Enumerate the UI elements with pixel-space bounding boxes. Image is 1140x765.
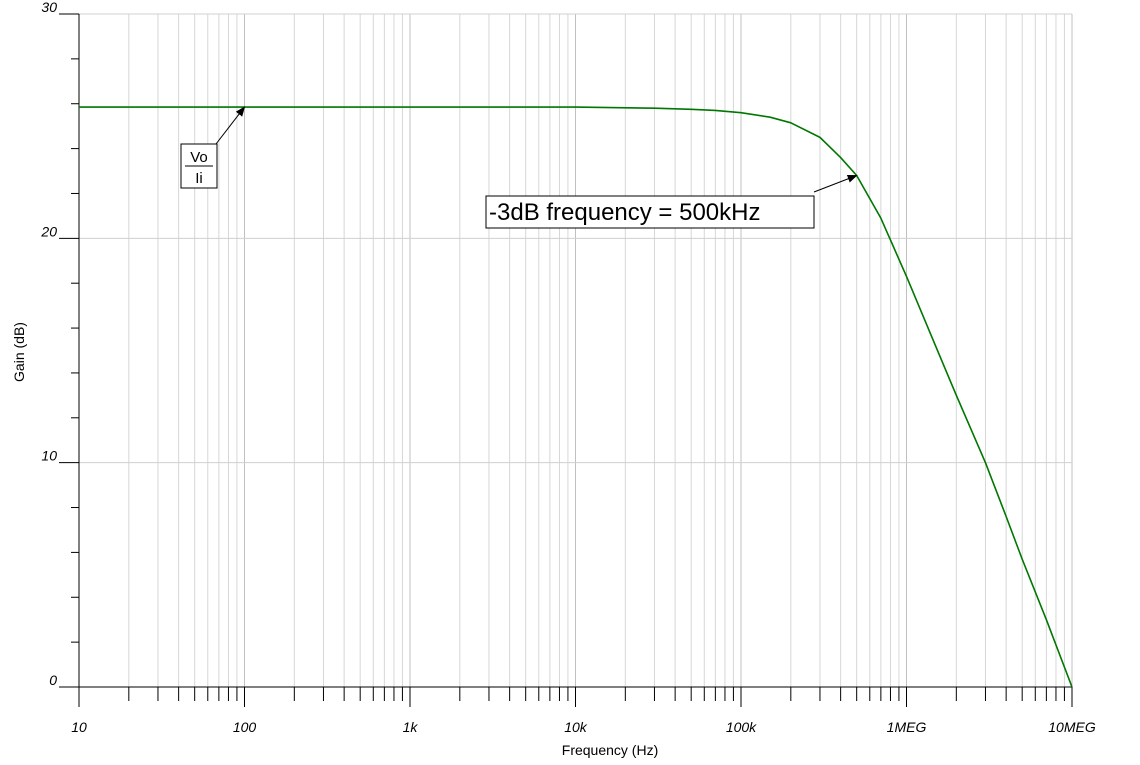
fraction-denominator: Ii: [195, 170, 203, 187]
annotation-label-box: [485, 195, 815, 229]
annotation-arrow: [215, 106, 246, 145]
annotation-label: -3dB frequency = 500kHz: [489, 199, 761, 226]
axes: 10 100 1k 10k 100k 1MEG 10MEG 0 10 20 30: [40, 0, 1095, 735]
annotations: Vo Ii -3dB frequency = 500kHz: [180, 106, 858, 229]
x-tick-label: 10MEG: [1048, 719, 1096, 735]
annotation-arrow: [813, 175, 858, 193]
x-tick-label: 10: [71, 719, 87, 735]
x-tick-label: 1MEG: [887, 719, 927, 735]
x-tick-label: 100k: [726, 719, 757, 735]
y-axis-title: Gain (dB): [11, 322, 27, 382]
x-tick-label: 1k: [403, 719, 419, 735]
series-line: [79, 106, 1073, 688]
fraction-numerator: Vo: [190, 149, 208, 166]
x-tick-label: 100: [233, 719, 257, 735]
grid: [78, 13, 1073, 688]
y-tick-label: 30: [41, 0, 57, 15]
x-axis-title: Frequency (Hz): [562, 742, 658, 758]
y-tick-label: 20: [40, 223, 57, 239]
y-tick-label: 0: [49, 672, 57, 688]
y-tick-label: 10: [41, 448, 57, 464]
x-tick-label: 10k: [564, 719, 588, 735]
series-layer: [79, 106, 1073, 688]
